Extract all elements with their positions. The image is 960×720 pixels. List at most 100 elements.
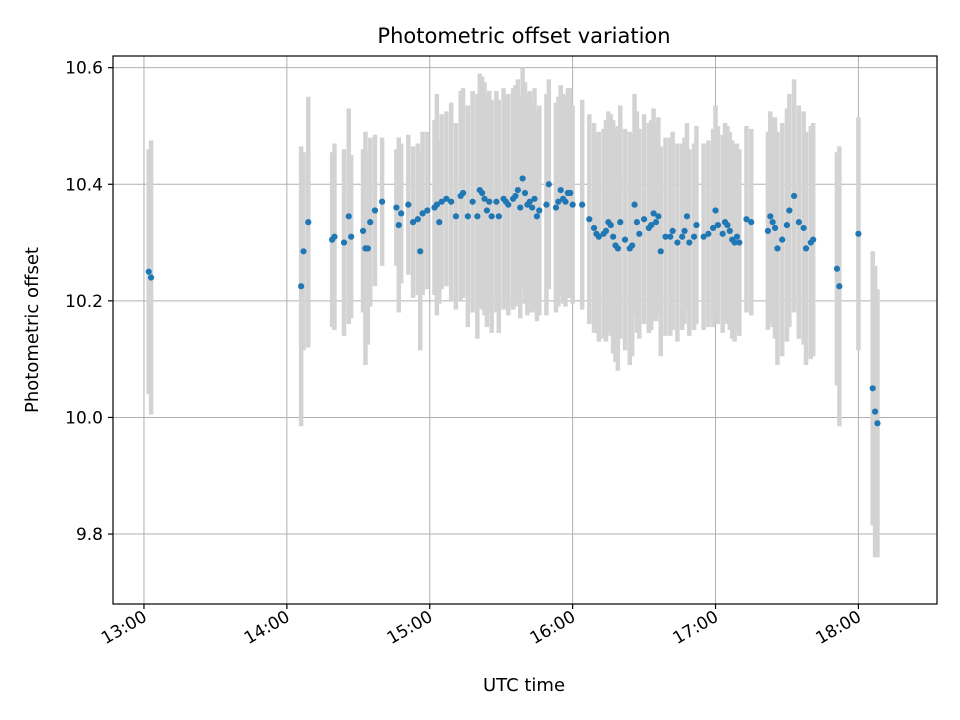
data-point xyxy=(145,268,152,275)
data-point xyxy=(545,181,552,188)
data-point xyxy=(331,233,338,240)
data-point xyxy=(300,248,307,255)
chart-title: Photometric offset variation xyxy=(377,24,670,48)
data-point xyxy=(488,213,495,220)
y-tick-label: 10.6 xyxy=(65,59,103,79)
data-point xyxy=(367,219,374,226)
data-point xyxy=(631,201,638,208)
data-point xyxy=(652,219,660,226)
data-point xyxy=(771,224,779,232)
data-point xyxy=(452,213,460,220)
x-tick-label: 17:00 xyxy=(670,607,722,649)
data-point xyxy=(764,227,772,234)
data-point xyxy=(650,210,657,217)
data-point xyxy=(567,189,574,197)
data-point xyxy=(869,385,876,392)
data-point xyxy=(459,189,467,197)
data-point xyxy=(648,221,655,229)
data-point xyxy=(483,207,490,214)
data-point xyxy=(379,198,386,205)
data-point xyxy=(552,204,560,211)
data-point xyxy=(521,189,529,197)
data-point xyxy=(810,236,817,243)
data-point xyxy=(569,201,576,208)
data-point xyxy=(469,198,476,205)
data-point xyxy=(779,236,786,243)
data-point xyxy=(733,233,741,240)
data-point xyxy=(529,204,536,211)
x-tick-label: 18:00 xyxy=(812,607,864,649)
data-points xyxy=(145,175,881,427)
y-tick-label: 9.8 xyxy=(76,525,103,545)
data-point xyxy=(562,198,569,205)
data-point xyxy=(693,221,700,229)
data-point xyxy=(743,216,750,223)
data-point xyxy=(681,227,688,234)
data-point xyxy=(424,207,431,214)
data-point xyxy=(667,233,674,240)
data-point xyxy=(298,283,305,290)
data-point xyxy=(714,221,722,229)
data-point xyxy=(517,204,524,211)
data-point xyxy=(705,230,712,237)
data-point xyxy=(479,189,486,197)
data-point xyxy=(610,233,617,240)
x-tick-label: 14:00 xyxy=(241,607,293,649)
data-point xyxy=(514,186,521,194)
data-point xyxy=(679,233,686,240)
data-point xyxy=(395,221,402,229)
data-point xyxy=(405,201,412,208)
data-point xyxy=(791,192,798,200)
data-point xyxy=(555,198,562,205)
data-point xyxy=(662,233,669,240)
x-tick-label: 16:00 xyxy=(527,607,579,649)
data-point xyxy=(519,175,526,182)
data-point xyxy=(617,219,624,226)
data-point xyxy=(393,204,400,211)
data-point xyxy=(748,219,755,226)
x-axis-label: UTC time xyxy=(483,675,565,696)
data-point xyxy=(419,210,426,217)
data-point xyxy=(855,230,862,237)
data-point xyxy=(443,195,450,202)
data-point xyxy=(669,227,676,234)
data-point xyxy=(495,213,502,220)
error-bars xyxy=(146,67,880,558)
y-axis-label: Photometric offset xyxy=(22,247,43,413)
data-point xyxy=(871,408,879,415)
data-point xyxy=(557,186,564,194)
data-point xyxy=(512,192,519,200)
data-point xyxy=(633,219,641,226)
data-point xyxy=(800,224,807,232)
data-point xyxy=(802,245,810,252)
data-point xyxy=(719,230,726,237)
data-point xyxy=(836,283,843,290)
data-point xyxy=(579,201,586,208)
data-point xyxy=(417,248,424,255)
data-point xyxy=(700,233,707,240)
data-point xyxy=(526,198,533,205)
data-point xyxy=(686,239,693,246)
data-point xyxy=(683,213,691,220)
data-point xyxy=(795,219,802,226)
data-point xyxy=(640,216,648,223)
data-point xyxy=(621,236,629,243)
data-point xyxy=(595,233,602,240)
data-point xyxy=(655,213,662,220)
data-point xyxy=(736,239,743,246)
data-point xyxy=(590,224,598,232)
data-point xyxy=(398,210,405,217)
data-point xyxy=(607,221,614,229)
data-point xyxy=(726,227,733,234)
data-point xyxy=(493,198,500,205)
data-point xyxy=(674,239,681,246)
x-tick-label: 15:00 xyxy=(384,607,436,649)
data-point xyxy=(474,213,481,220)
data-point xyxy=(414,216,421,223)
data-point xyxy=(774,245,781,252)
data-point xyxy=(833,265,841,272)
data-point xyxy=(305,219,312,226)
data-point xyxy=(531,195,538,202)
data-point xyxy=(433,201,440,208)
